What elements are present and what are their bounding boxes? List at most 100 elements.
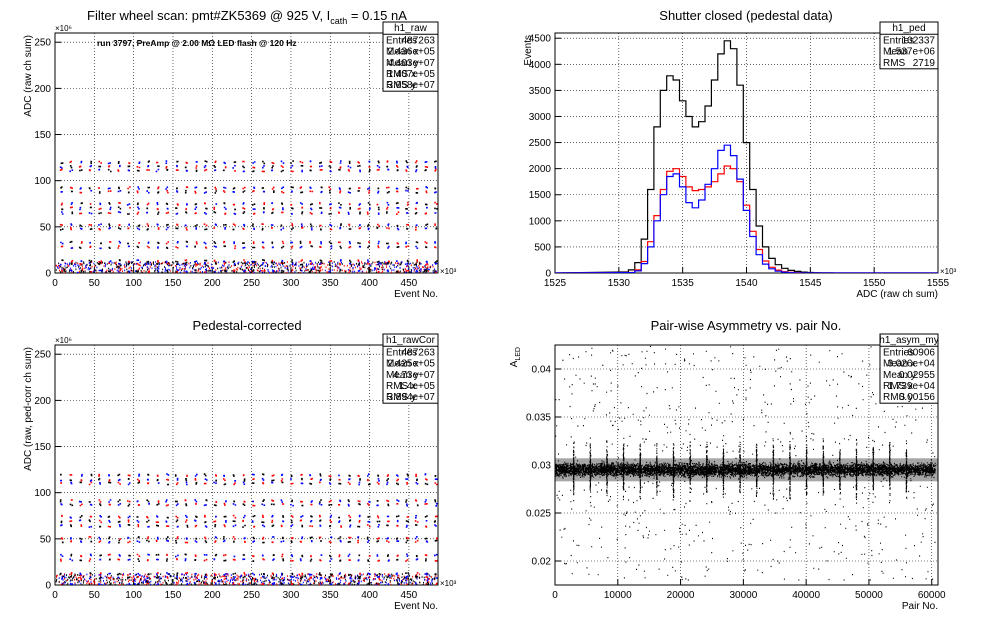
y-tick-label: 0	[545, 269, 551, 280]
x-exponent: ×10³	[440, 267, 457, 276]
stats-label: RMS x	[883, 381, 913, 392]
stats-label: RMS x	[386, 381, 416, 392]
adc-points-2	[55, 473, 438, 585]
stats-value: 487263	[402, 347, 436, 358]
x-tick-label: 150	[165, 590, 182, 601]
histogram-series-1	[555, 165, 938, 273]
stats-value: 1.739e+04	[887, 381, 935, 392]
chart-title: Pair-wise Asymmetry vs. pair No.	[651, 318, 842, 333]
y-tick-label: 0.035	[526, 413, 551, 424]
x-tick-label: 250	[243, 590, 260, 601]
x-tick-label: 150	[165, 278, 182, 289]
panel-asym: 0 10000 20000 30000 40000 50000 60000 0.02 0.025…	[509, 318, 946, 612]
x-tick-label: 0	[552, 590, 558, 601]
x-tick-label: 60000	[918, 590, 946, 601]
x-tick-label: 0	[52, 278, 58, 289]
y-tick-label: 0	[45, 269, 51, 280]
stats-value: 0.00156	[899, 392, 936, 403]
data-marks	[555, 40, 938, 273]
stats-box-frame	[382, 21, 439, 92]
chart-title: Shutter closed (pedestal data)	[659, 8, 832, 23]
stats-box-frame	[879, 21, 939, 70]
x-tick-label: 20000	[667, 590, 695, 601]
stats-value: 3.958e+07	[387, 80, 435, 91]
x-tick-label: 50000	[855, 590, 883, 601]
stats-value: 1.537e+06	[887, 47, 935, 58]
data-marks	[55, 160, 438, 273]
x-exponent: ×10³	[440, 579, 457, 588]
y-tick-label: 0.04	[532, 365, 552, 376]
y-tick-label: 50	[40, 222, 52, 233]
stats-value: 3.026e+04	[887, 359, 935, 370]
x-exponent: ×10³	[940, 267, 957, 276]
stats-name: h1_rawCor	[386, 335, 436, 346]
y-tick-label: 1500	[529, 190, 552, 201]
adc-points-2	[55, 160, 438, 273]
x-tick-label: 1555	[927, 278, 950, 289]
adc-points-0	[56, 473, 438, 585]
y-tick-label: 0	[45, 581, 51, 592]
y-exponent: ×10⁶	[55, 336, 72, 345]
x-tick-label: 200	[204, 590, 221, 601]
data-marks	[555, 345, 938, 581]
x-tick-label: 50	[89, 590, 101, 601]
stats-label: Mean x	[386, 359, 419, 370]
stats-value: 2.436e+05	[387, 47, 435, 58]
x-tick-label: 100	[125, 590, 142, 601]
y-tick-label: 200	[34, 396, 51, 407]
stats-label: Mean y	[883, 370, 916, 381]
stats-name: h1_asym_my	[879, 335, 938, 346]
y-tick-label: 0.02	[532, 557, 552, 568]
y-tick-label: 4500	[529, 34, 552, 45]
stats-label: Mean x	[883, 359, 916, 370]
stats-name: h1_ped	[892, 23, 925, 34]
y-tick-label: 0.025	[526, 509, 551, 520]
x-axis-label: Event No.	[394, 601, 438, 612]
panel-cor: 0 50 100 150 200 250 300 350 400 450 0 50 100 150 200 2…	[23, 318, 457, 612]
stats-label: RMS y	[386, 80, 416, 91]
x-tick-label: 1540	[735, 278, 758, 289]
stats-label: Mean	[883, 47, 908, 58]
plot-frame	[54, 344, 439, 586]
y-tick-label: 50	[40, 534, 52, 545]
x-tick-label: 40000	[792, 590, 820, 601]
x-tick-label: 250	[243, 278, 260, 289]
stats-value: 2.425e+05	[387, 359, 435, 370]
x-tick-label: 300	[283, 278, 300, 289]
stats-value: 3.894e+07	[387, 392, 435, 403]
chart-title: Filter wheel scan: pmt#ZK5369 @ 925 V, I…	[87, 8, 407, 26]
x-tick-label: 200	[204, 278, 221, 289]
stats-label: Entries	[883, 35, 914, 46]
data-marks	[55, 473, 438, 585]
y-tick-label: 3500	[529, 86, 552, 97]
y-tick-label: 150	[34, 130, 51, 141]
stats-label: RMS x	[386, 69, 416, 80]
adc-points-1	[58, 473, 438, 585]
x-axis-label: ADC (raw ch sum)	[856, 289, 938, 300]
x-tick-label: 400	[361, 278, 378, 289]
y-tick-label: 2500	[529, 138, 552, 149]
y-tick-label: 250	[34, 38, 51, 49]
x-tick-label: 1535	[672, 278, 695, 289]
x-axis-label: Pair No.	[902, 601, 938, 612]
x-tick-label: 450	[401, 590, 418, 601]
chart-title: Pedestal-corrected	[192, 318, 301, 333]
asymmetry-points	[555, 345, 936, 581]
stats-value: 102337	[902, 35, 936, 46]
x-tick-label: 1550	[863, 278, 886, 289]
y-axis-label: ADC (raw ch sum)	[23, 35, 34, 117]
stats-label: RMS y	[386, 392, 416, 403]
x-axis-label: Event No.	[394, 289, 438, 300]
x-tick-label: 450	[401, 278, 418, 289]
stats-label: Entries	[386, 347, 417, 358]
panel-ped: 1525 1530 1535 1540 1545 1550 1555 0 500 1000 1500…	[523, 8, 957, 300]
histogram-series-0	[555, 40, 938, 273]
stats-value: 487263	[402, 35, 436, 46]
y-tick-label: 1000	[529, 216, 552, 227]
y-axis-label: ALED	[509, 347, 522, 367]
